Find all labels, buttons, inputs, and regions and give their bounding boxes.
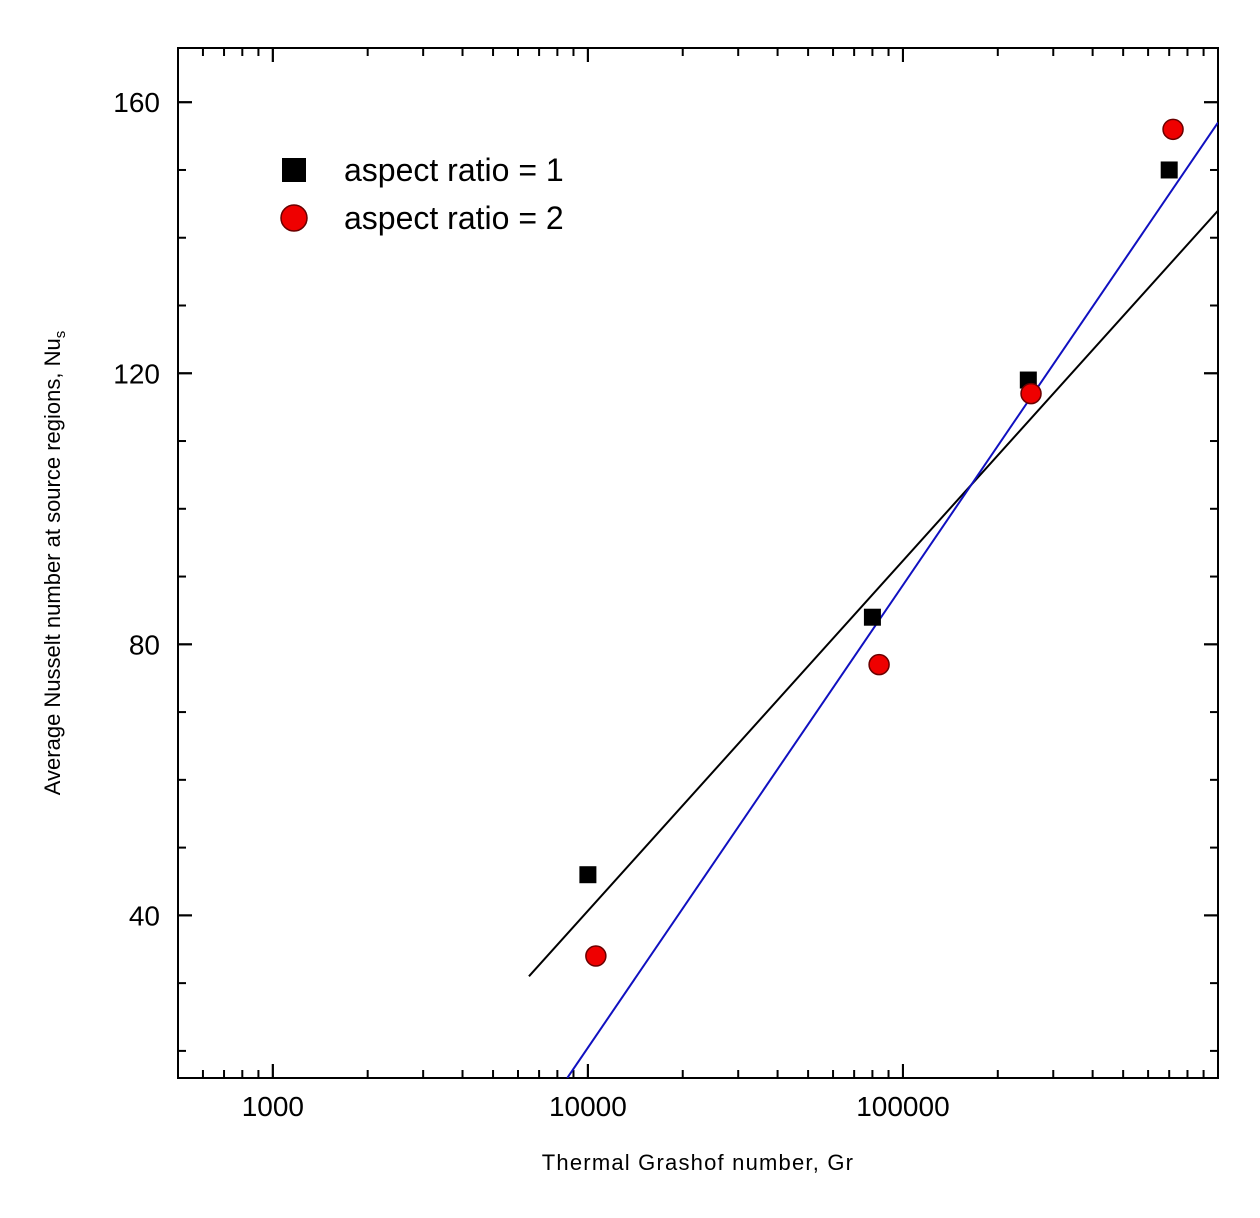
- data-point: [1021, 384, 1041, 404]
- y-tick-label: 120: [113, 358, 160, 389]
- chart-container: 1000 10000 100000 40 80 120 160 Thermal Grashof…: [0, 0, 1260, 1218]
- x-axis-label: Thermal Grashof number, Gr: [542, 1150, 854, 1175]
- legend-label: aspect ratio = 1: [344, 152, 564, 188]
- x-tick-label: 1000: [242, 1091, 304, 1122]
- legend-marker-square-icon: [282, 158, 306, 182]
- data-point: [1163, 119, 1183, 139]
- y-axis-label: Average Nusselt number at source regions…: [40, 331, 69, 795]
- legend-label: aspect ratio = 2: [344, 200, 564, 236]
- x-tick-label: 10000: [549, 1091, 627, 1122]
- y-axis-label-group: Average Nusselt number at source regions…: [40, 331, 69, 795]
- data-point: [1161, 161, 1178, 178]
- y-tick-label: 80: [129, 629, 160, 660]
- chart-background: [0, 0, 1260, 1218]
- data-point: [579, 866, 596, 883]
- data-point: [864, 609, 881, 626]
- y-tick-label: 160: [113, 87, 160, 118]
- legend-marker-circle-icon: [281, 205, 307, 231]
- x-tick-label: 100000: [856, 1091, 949, 1122]
- data-point: [586, 946, 606, 966]
- y-tick-label: 40: [129, 900, 160, 931]
- chart-svg: 1000 10000 100000 40 80 120 160 Thermal Grashof…: [0, 0, 1260, 1218]
- data-point: [869, 655, 889, 675]
